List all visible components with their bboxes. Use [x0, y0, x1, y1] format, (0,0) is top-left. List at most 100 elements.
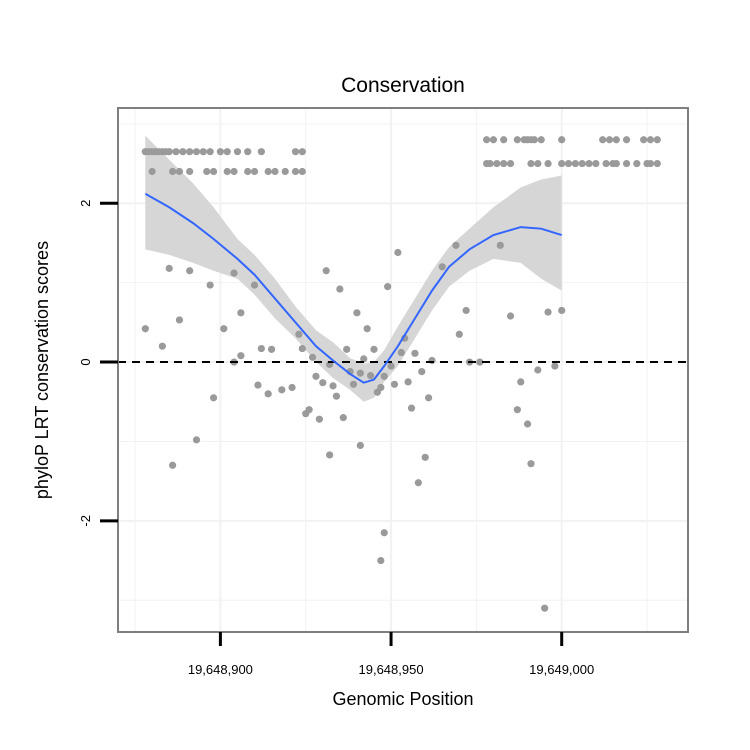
data-point	[537, 136, 545, 144]
data-point	[339, 414, 347, 422]
panel-border	[117, 107, 689, 633]
data-point	[332, 392, 341, 400]
data-point	[404, 378, 412, 386]
data-point	[496, 241, 504, 249]
data-point	[203, 167, 211, 176]
data-point	[544, 308, 552, 316]
data-point	[366, 371, 375, 380]
data-point	[186, 148, 194, 156]
data-point	[558, 159, 566, 168]
y-tick-label: -2	[78, 515, 93, 527]
x-axis-ticks: 19,648,900 19,648,950 19,649,000	[188, 632, 594, 677]
data-point	[489, 136, 498, 144]
data-point	[175, 316, 184, 324]
data-point	[278, 386, 286, 394]
scatter-points	[141, 136, 661, 612]
data-point	[411, 349, 419, 357]
data-point	[169, 167, 177, 176]
data-point	[291, 167, 300, 176]
data-point	[653, 136, 661, 144]
chart-title: Conservation	[341, 74, 465, 97]
data-point	[250, 167, 259, 176]
data-point	[329, 382, 337, 390]
data-point	[264, 167, 272, 176]
data-point	[612, 159, 620, 168]
loess-fit-line	[144, 192, 563, 384]
data-point	[622, 136, 631, 144]
data-point	[571, 159, 579, 168]
x-tick-label: 19,649,000	[529, 662, 594, 677]
confidence-band	[145, 135, 562, 402]
data-point	[394, 248, 402, 257]
data-point	[158, 342, 166, 350]
data-point	[237, 309, 245, 317]
data-point	[192, 436, 201, 444]
data-point	[326, 451, 334, 459]
loess-fit-layer	[144, 192, 563, 384]
data-point	[500, 159, 508, 168]
data-point	[267, 345, 276, 353]
data-point	[640, 136, 648, 144]
data-point	[223, 148, 231, 156]
data-point	[517, 378, 525, 386]
data-point	[418, 367, 426, 376]
data-point	[599, 136, 607, 144]
data-point	[633, 159, 641, 168]
data-point	[165, 148, 173, 156]
data-point	[254, 381, 262, 389]
data-point	[308, 353, 317, 361]
data-point	[384, 283, 392, 291]
data-point	[356, 369, 364, 377]
data-point	[486, 159, 494, 168]
data-point	[424, 394, 433, 402]
data-point	[220, 325, 228, 333]
data-point	[380, 372, 388, 380]
data-point	[175, 167, 184, 176]
data-point	[452, 241, 460, 249]
data-point	[387, 362, 395, 370]
data-point	[288, 383, 296, 392]
data-point	[476, 358, 484, 366]
data-point	[264, 390, 272, 398]
data-point	[295, 330, 303, 338]
data-point	[257, 344, 265, 353]
data-point	[349, 380, 358, 388]
data-point	[541, 604, 549, 612]
data-point	[558, 306, 566, 315]
data-point	[578, 159, 586, 168]
data-point	[186, 267, 194, 275]
data-point	[179, 148, 187, 156]
x-axis-title: Genomic Position	[332, 689, 473, 709]
data-point	[462, 306, 470, 315]
data-point	[564, 159, 573, 168]
data-point	[199, 148, 207, 156]
y-tick-label: 2	[78, 200, 93, 207]
data-point	[141, 325, 149, 333]
data-point	[551, 362, 559, 370]
data-point	[483, 136, 491, 144]
data-point	[281, 167, 289, 176]
data-point	[250, 281, 259, 289]
data-point	[513, 136, 521, 144]
data-point	[390, 380, 399, 388]
data-point	[493, 159, 501, 168]
data-point	[506, 159, 515, 168]
data-point	[592, 159, 600, 168]
data-point	[380, 529, 388, 537]
data-point	[414, 479, 422, 487]
data-point	[646, 136, 655, 144]
data-point	[612, 136, 620, 144]
data-point	[172, 148, 180, 156]
data-point	[356, 441, 364, 450]
data-point	[169, 461, 177, 469]
data-point	[244, 148, 252, 156]
data-point	[216, 148, 224, 156]
y-tick-label: 0	[78, 358, 93, 365]
data-point	[500, 136, 508, 144]
data-point	[527, 159, 535, 168]
data-point	[322, 267, 330, 275]
data-point	[646, 159, 655, 168]
data-point	[186, 167, 194, 176]
data-point	[377, 383, 385, 392]
data-point	[312, 372, 320, 380]
